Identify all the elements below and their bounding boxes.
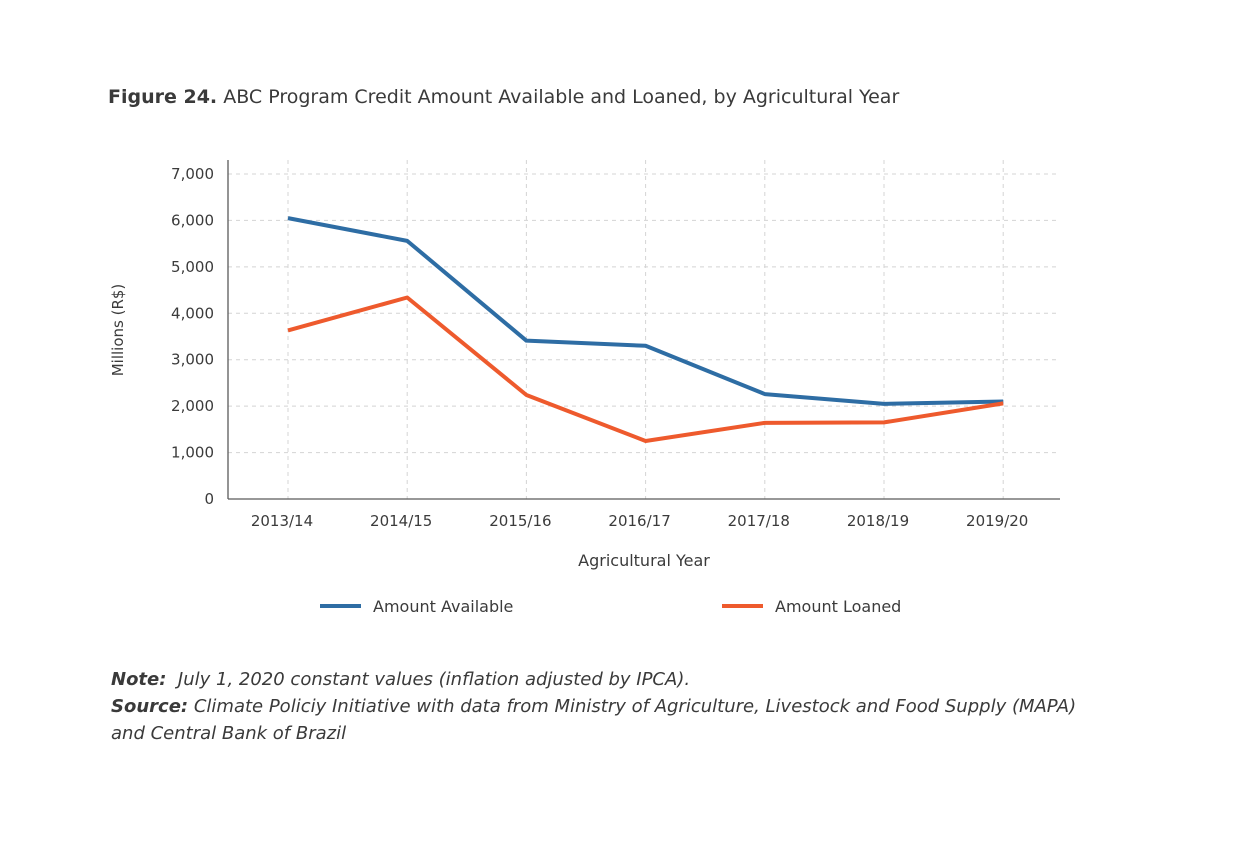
line-chart: 0 1,000 2,000 3,000 4,000 5,000 6,000 7,000 201… bbox=[109, 160, 1060, 616]
y-tick-label: 7,000 bbox=[171, 165, 214, 183]
x-tick-label: 2013/14 bbox=[251, 512, 313, 530]
y-tick-label: 3,000 bbox=[171, 351, 214, 369]
note-line: Note: July 1, 2020 constant values (infl… bbox=[111, 666, 1111, 693]
axes bbox=[227, 160, 1060, 500]
y-tick-label: 2,000 bbox=[171, 397, 214, 415]
y-tick-label: 4,000 bbox=[171, 304, 214, 322]
y-tick-label: 5,000 bbox=[171, 258, 214, 276]
legend-label: Amount Available bbox=[373, 597, 513, 616]
series-lines bbox=[287, 216, 1004, 443]
y-axis-label: Millions (R$) bbox=[109, 284, 127, 377]
y-tick-label: 0 bbox=[204, 490, 214, 508]
figure-title: Figure 24. ABC Program Credit Amount Ava… bbox=[108, 86, 899, 108]
x-tick-label: 2016/17 bbox=[608, 512, 670, 530]
series-line-amount-loaned bbox=[287, 295, 1004, 443]
legend-label: Amount Loaned bbox=[775, 597, 901, 616]
x-tick-label: 2018/19 bbox=[847, 512, 909, 530]
x-tick-labels: 2013/14 2014/15 2015/16 2016/17 2017/18 2018/… bbox=[251, 512, 1029, 530]
x-tick-label: 2019/20 bbox=[966, 512, 1028, 530]
x-tick-label: 2014/15 bbox=[370, 512, 432, 530]
x-tick-label: 2015/16 bbox=[489, 512, 551, 530]
x-axis-label: Agricultural Year bbox=[578, 551, 710, 570]
source-label: Source: bbox=[111, 696, 189, 717]
y-tick-labels: 0 1,000 2,000 3,000 4,000 5,000 6,000 7,000 bbox=[171, 165, 214, 508]
y-tick-label: 1,000 bbox=[171, 444, 214, 462]
series-line-amount-available bbox=[287, 216, 1004, 406]
y-tick-label: 6,000 bbox=[171, 211, 214, 229]
source-line: Source: Climate Policiy Initiative with … bbox=[111, 693, 1111, 747]
grid bbox=[228, 160, 1060, 499]
x-tick-label: 2017/18 bbox=[728, 512, 790, 530]
note-text: July 1, 2020 constant values (inflation … bbox=[177, 669, 691, 690]
legend: Amount Available Amount Loaned bbox=[320, 597, 901, 616]
figure-title-text: ABC Program Credit Amount Available and … bbox=[223, 86, 900, 108]
note-label: Note: bbox=[111, 669, 167, 690]
figure-number: Figure 24. bbox=[108, 86, 218, 108]
source-text: Climate Policiy Initiative with data fro… bbox=[111, 696, 1077, 744]
figure-notes: Note: July 1, 2020 constant values (infl… bbox=[111, 666, 1111, 747]
